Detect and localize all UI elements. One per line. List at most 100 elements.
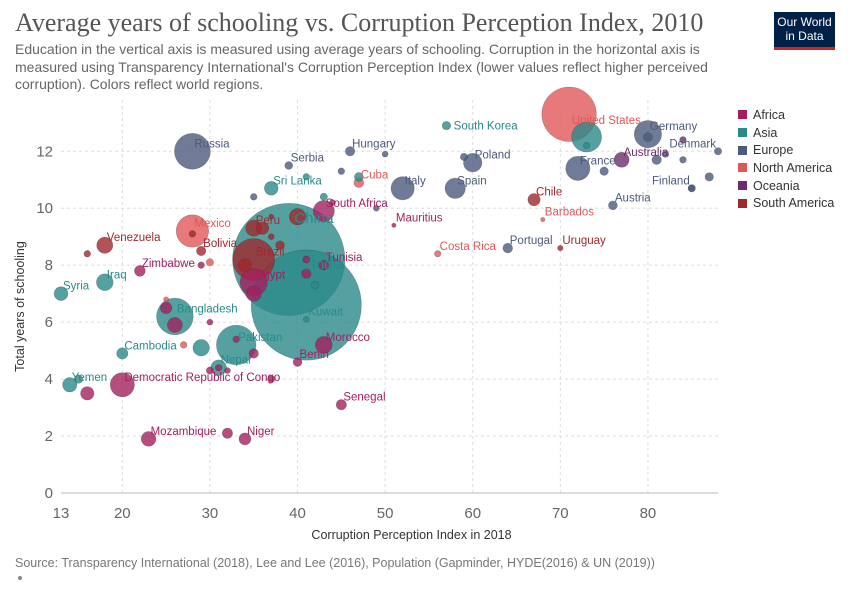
data-point [337,167,345,175]
source-note: Source: Transparency International (2018… [15,556,655,570]
data-point [192,339,210,357]
data-label: Russia [194,138,230,150]
data-point [354,172,364,182]
data-point [335,399,347,411]
data-label: Morocco [326,332,370,344]
x-tick-label: 20 [114,505,131,522]
data-point [582,141,591,150]
legend-swatch [738,181,747,191]
legend-item[interactable]: Africa [738,106,834,124]
data-label: Brazil [256,246,285,258]
data-point [196,245,207,256]
data-point [391,222,397,228]
data-point [197,261,205,269]
data-label: Sri Lanka [273,175,322,187]
data-point [302,255,311,264]
data-point [329,199,336,206]
data-point [250,193,258,201]
data-point [381,150,389,158]
data-point [704,172,714,182]
data-point [134,265,146,277]
data-point [83,250,91,258]
legend-label: South America [753,196,835,211]
data-label: Spain [457,175,486,187]
legend-swatch [738,145,747,155]
logo-line-1: Our World [777,15,832,29]
y-tick-label: 10 [36,200,53,217]
y-axis-label: Total years of schooling [13,241,27,372]
data-label: Bangladesh [177,303,238,315]
data-label: Yemen [72,372,107,384]
x-tick-label: 13 [53,505,70,522]
data-point [206,318,214,326]
data-point [216,324,257,365]
data-point [527,193,541,207]
data-label: Portugal [510,235,553,247]
region-legend: Africa Asia Europe North America Oceania Sout… [738,106,834,212]
data-point [179,341,188,349]
data-point [73,374,84,384]
legend-item[interactable]: North America [738,159,834,177]
data-point [651,154,662,165]
data-label: Kuwait [308,306,343,318]
legend-item[interactable]: Europe [738,141,834,159]
data-label: Finland [652,175,690,187]
data-point [248,348,259,359]
legend-swatch [738,128,747,138]
data-label: Denmark [669,138,716,150]
data-point [661,150,670,158]
owid-logo[interactable]: Our World in Data [774,12,835,50]
legend-label: Europe [753,143,794,158]
data-point [679,136,687,144]
x-tick-label: 70 [552,505,569,522]
data-label: Germany [650,121,698,133]
data-point [292,357,303,367]
x-tick-label: 60 [464,505,481,522]
data-point [53,286,69,301]
data-point [463,153,483,173]
legend-swatch [738,163,747,173]
data-point [459,152,468,161]
data-label: Italy [405,175,426,187]
data-label: Peru [256,215,280,227]
data-point [188,230,197,238]
data-point [319,192,328,201]
logo-line-2: in Data [785,29,824,43]
data-label: Bolivia [203,238,237,250]
legend-item[interactable]: Oceania [738,177,834,195]
data-point [714,147,722,156]
data-point [224,367,231,374]
data-point [571,121,602,153]
data-point [373,204,380,212]
data-point [565,155,591,181]
data-point [390,176,415,201]
legend-item[interactable]: Asia [738,124,834,142]
data-point [688,184,696,192]
data-point [205,366,214,375]
data-point [318,259,330,271]
data-point [267,233,275,240]
data-label: Zimbabwe [142,258,195,270]
data-label: Tunisia [326,252,363,264]
x-tick-label: 40 [289,505,306,522]
legend-swatch [738,110,747,120]
data-point [608,200,618,211]
data-point [116,347,129,360]
x-tick-label: 80 [640,505,657,522]
legend-item[interactable]: South America [738,194,834,212]
data-label: India [312,256,345,273]
data-point [540,217,546,223]
data-point [232,335,240,343]
legend-label: Oceania [753,178,800,193]
data-point [275,240,285,251]
data-label: Australia [624,147,669,159]
data-point [289,208,307,226]
data-label: Syria [63,281,90,293]
data-point [599,166,609,176]
data-point [264,181,279,196]
data-label: Chile [536,187,562,199]
data-label: Barbados [545,207,594,219]
data-point [444,177,466,199]
data-point [238,432,252,446]
data-label: Costa Rica [440,241,497,253]
